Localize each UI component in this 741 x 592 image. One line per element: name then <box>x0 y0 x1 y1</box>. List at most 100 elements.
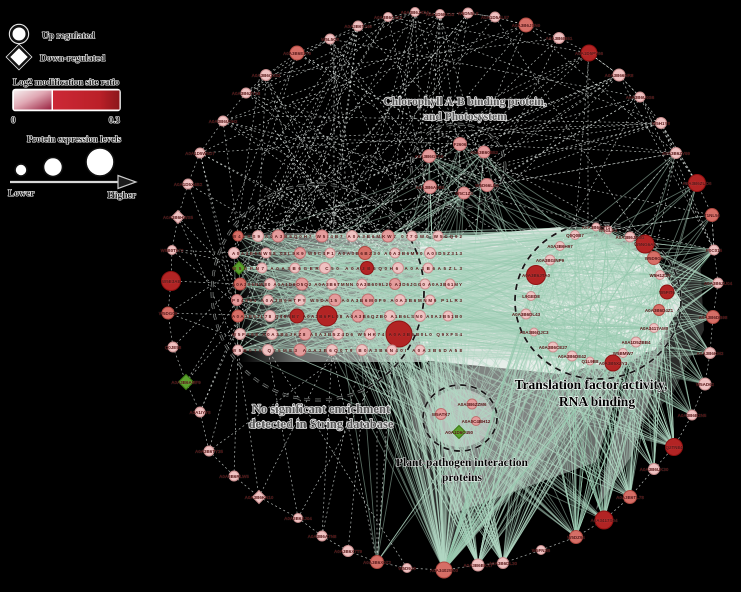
svg-text:A0A3B6QX52: A0A3B6QX52 <box>252 73 281 78</box>
svg-text:W5H1Z1N: W5H1Z1N <box>649 273 670 278</box>
svg-text:Down-regulated: Down-regulated <box>40 54 106 64</box>
svg-text:A0A1D5AL57: A0A1D5AL57 <box>481 15 510 20</box>
svg-text:A0A3B6B2N5: A0A3B6B2N5 <box>678 413 707 418</box>
svg-text:W5FX66 A0A3B6JKZ8 A0A3B5Z4D6 W: W5FX66 A0A3B6JKZ8 A0A3B5Z4D6 W5HK74 A0A3… <box>232 332 462 337</box>
svg-text:Up regulated: Up regulated <box>42 32 96 42</box>
svg-text:W5DN5L8: W5DN5L8 <box>457 11 479 16</box>
svg-text:A0A3B6JL78 Q45NB7 A0A3B6PL08: A0A3B6JL78 Q45NB7 A0A3B6PL08 A0A3B6QZB0 … <box>232 314 462 319</box>
svg-text:A0A3B6ZU04: A0A3B6ZU04 <box>704 281 733 286</box>
svg-text:A0A3402W00: A0A3402W00 <box>430 568 459 573</box>
svg-text:detected in String database: detected in String database <box>249 417 394 431</box>
svg-text:A0A1D5PV66: A0A1D5PV66 <box>575 51 604 56</box>
svg-text:A0A3B6KN10: A0A3B6KN10 <box>245 495 274 500</box>
svg-text:A0A1D5RX33: A0A1D5RX33 <box>426 12 455 17</box>
svg-text:A0A1D5W5D7: A0A1D5W5D7 <box>185 151 215 156</box>
svg-text:P04664 A0A3B6HTPY W5DA15 A0A3: P04664 A0A3B6HTPY W5DA15 A0A3B6M0F9 A0A3… <box>232 298 462 303</box>
svg-text:Higher: Higher <box>108 191 137 201</box>
svg-text:A0A3B6CE27: A0A3B6CE27 <box>539 345 568 350</box>
svg-text:Lower: Lower <box>8 189 35 199</box>
svg-text:A0A0C4BH12: A0A0C4BH12 <box>462 419 491 424</box>
svg-text:W5GLX4: W5GLX4 <box>599 228 618 233</box>
svg-text:A0A3B6TL78: A0A3B6TL78 <box>616 495 644 500</box>
svg-text:A0A3B6ZUD6: A0A3B6ZUD6 <box>682 181 712 186</box>
svg-text:A0A3B6GTA5: A0A3B6GTA5 <box>415 154 444 159</box>
svg-text:A0A3B6H97: A0A3B6H97 <box>547 244 573 249</box>
svg-text:A0A3B6NW80 A0A1D6O5Q2 A0A3B6TM: A0A3B6NW80 A0A1D6O5Q2 A0A3B6TMNN 0A3B609… <box>232 282 462 287</box>
svg-text:W5FN3B: W5FN3B <box>532 548 551 553</box>
svg-text:A0A3B6BKX7: A0A3B6BKX7 <box>463 563 493 568</box>
svg-text:Q0JE58: Q0JE58 <box>165 345 182 350</box>
svg-text:A0A3B6TY35: A0A3B6TY35 <box>195 449 224 454</box>
svg-text:A0A3B6C4Z4: A0A3B6C4Z4 <box>374 15 403 20</box>
svg-text:A0A3B6QJC3: A0A3B6QJC3 <box>519 330 549 335</box>
svg-text:Plant-pathogen interaction: Plant-pathogen interaction <box>396 457 529 469</box>
svg-text:W5FIT6: W5FIT6 <box>659 290 675 295</box>
svg-text:RNA binding: RNA binding <box>559 394 635 409</box>
svg-text:A0A3B6QT71: A0A3B6QT71 <box>582 225 611 230</box>
svg-text:A0A3B6X7T9: A0A3B6X7T9 <box>334 549 363 554</box>
svg-text:A0A3417S04: A0A3417S04 <box>590 518 618 523</box>
svg-text:P0C015: P0C015 <box>706 248 723 253</box>
svg-text:A0A3B6NW58 08L9K9 W5C4P1 A0A: A0A3B6NW58 08L9K9 W5C4P1 A0A3B6BZ30 A0A3… <box>232 251 462 256</box>
svg-text:A0A3B6KM3: A0A3B6KM3 <box>697 351 724 356</box>
svg-text:A0A3B6HWS5: A0A3B6HWS5 <box>163 215 194 220</box>
svg-text:Q2TN84: Q2TN84 <box>665 445 683 450</box>
svg-text:A0A3B6JB3G: A0A3B6JB3G <box>615 235 645 240</box>
svg-text:A0A3B6JSN0: A0A3B6JSN0 <box>512 23 541 28</box>
svg-text:W5NG6A8: W5NG6A8 <box>634 242 656 247</box>
svg-text:A0A3B6UK30: A0A3B6UK30 <box>640 467 669 472</box>
svg-text:W5DZ94: W5DZ94 <box>567 535 585 540</box>
svg-text:W5DG09: W5DG09 <box>159 311 178 316</box>
svg-text:W5C1Z3: W5C1Z3 <box>455 191 473 196</box>
svg-text:A0A3B6ZYS8: A0A3B6ZYS8 <box>232 91 261 96</box>
svg-text:A0A1D6C450: A0A1D6C450 <box>445 430 474 435</box>
svg-text:W5ATK7: W5ATK7 <box>432 412 451 417</box>
svg-text:T1NL56: T1NL56 <box>704 213 721 218</box>
svg-text:A0A3B6DE42: A0A3B6DE42 <box>558 354 587 359</box>
svg-text:A0A3B6IB51: A0A3B6IB51 <box>546 36 573 41</box>
svg-text:W5DPN7 A0A3B6GER C50 A0A3B6Q0H: W5DPN7 A0A3B6GER C50 A0A3B6Q0H6 A0A3B6A5… <box>232 266 462 271</box>
svg-text:A0A3B6D4Z1: A0A3B6D4Z1 <box>645 308 674 313</box>
svg-text:Translation factor activity,: Translation factor activity, <box>515 377 668 392</box>
svg-text:A0A3B6A7N8: A0A3B6A7N8 <box>308 534 337 539</box>
svg-text:A0A3B6U0S6: A0A3B6U0S6 <box>626 95 655 100</box>
svg-text:W5D9J8: W5D9J8 <box>398 566 416 571</box>
svg-text:0: 0 <box>11 115 16 125</box>
svg-text:A0A3B6JTA0: A0A3B6JTA0 <box>522 273 550 278</box>
svg-text:A0A3B6E3T9: A0A3B6E3T9 <box>283 51 312 56</box>
svg-text:A0A3B6U0H2: A0A3B6U0H2 <box>209 119 238 124</box>
svg-text:A0A3417AM0: A0A3417AM0 <box>640 326 669 331</box>
svg-text:W5D9G6: W5D9G6 <box>645 256 664 261</box>
svg-text:No significant enrichment: No significant enrichment <box>252 402 391 416</box>
svg-text:A0A3B6JK5A: A0A3B6JK5A <box>401 10 431 15</box>
svg-text:A0A3B6ZZM6: A0A3B6ZZM6 <box>457 402 487 407</box>
svg-text:Q1L9B8: Q1L9B8 <box>581 359 599 364</box>
svg-text:A0A1D5ZBB4: A0A1D5ZBB4 <box>621 340 651 345</box>
svg-text:W5L5C8: W5L5C8 <box>321 37 339 42</box>
svg-text:A0A3B6X0Z2: A0A3B6X0Z2 <box>363 560 392 565</box>
svg-text:A0A3B60B52: A0A3B60B52 <box>470 150 499 155</box>
svg-text:W5H1Y8: W5H1Y8 <box>652 121 671 126</box>
svg-text:L9GED8: L9GED8 <box>522 294 540 299</box>
svg-text:0.3: 0.3 <box>109 115 121 125</box>
svg-text:and Photosystem: and Photosystem <box>423 111 507 123</box>
svg-text:A0A3B6DL43: A0A3B6DL43 <box>512 312 541 317</box>
svg-text:A0A1D5X4B2: A0A1D5X4B2 <box>174 182 203 187</box>
svg-text:W5B0T6 Q75ME3 A0A3B6Q0T9 B0A3: W5B0T6 Q75ME3 A0A3B6Q0T9 B0A3B6N40I A0A3… <box>232 348 462 353</box>
svg-text:A0A3B6DB98: A0A3B6DB98 <box>699 315 728 320</box>
svg-text:Log2 modification site ratio: Log2 modification site ratio <box>13 77 120 87</box>
svg-text:A0A3B66NR8: A0A3B66NR8 <box>605 73 634 78</box>
svg-text:W5AD62: W5AD62 <box>696 382 715 387</box>
svg-text:W5B0T672: W5B0T672 <box>161 248 184 253</box>
svg-text:A0A3B6A0B2: A0A3B6A0B2 <box>416 185 445 190</box>
svg-text:W4ZRS9 A0A3B6Q0H7 W5I4B7 A0A3B: W4ZRS9 A0A3B6Q0H7 W5I4B7 A0A3B6MKW7 077G… <box>232 234 462 239</box>
svg-text:W5BMW7: W5BMW7 <box>613 351 634 356</box>
svg-text:Q0Q0B7: Q0Q0B7 <box>566 233 584 238</box>
svg-text:A0A3BGINP9: A0A3BGINP9 <box>536 258 565 263</box>
svg-text:proteins: proteins <box>442 472 483 484</box>
svg-text:Chlorophyll A-B binding protei: Chlorophyll A-B binding protein, <box>383 96 546 108</box>
svg-text:A0A3B6DL30: A0A3B6DL30 <box>489 561 518 566</box>
svg-text:A0A3B6XJ04: A0A3B6XJ04 <box>284 516 312 521</box>
svg-text:A0A3B6AMF9: A0A3B6AMF9 <box>171 380 201 385</box>
svg-text:A0A1IYY8: A0A1IYY8 <box>189 410 211 415</box>
